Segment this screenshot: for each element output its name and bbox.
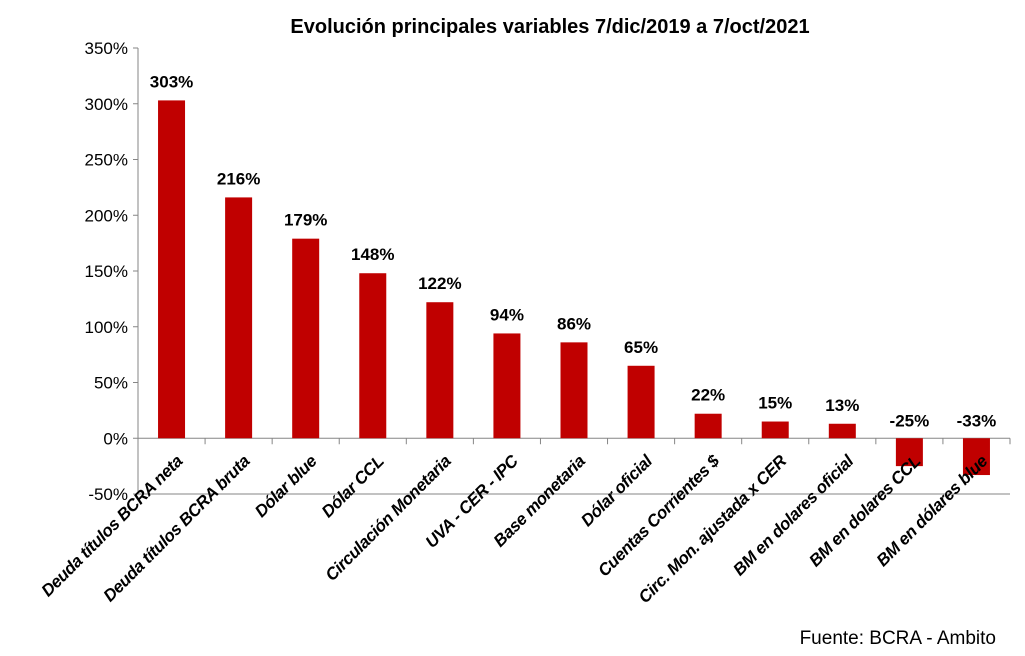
category-label: Dólar blue	[251, 452, 320, 521]
bar	[158, 100, 186, 439]
bar	[962, 438, 990, 476]
data-label: -33%	[957, 411, 997, 430]
data-label: 13%	[825, 396, 859, 415]
y-tick-label: 300%	[85, 95, 128, 114]
y-tick-label: 0%	[103, 429, 128, 448]
category-label: Circulación Monetaria	[322, 452, 455, 585]
data-label: 148%	[351, 245, 394, 264]
bar	[560, 342, 588, 439]
bar	[359, 273, 387, 439]
y-tick-label: 50%	[94, 374, 128, 393]
y-tick-label: 350%	[85, 39, 128, 58]
data-label: -25%	[890, 411, 930, 430]
data-label: 216%	[217, 169, 260, 188]
category-label: BM en dólares blue	[873, 452, 992, 571]
bar	[761, 421, 789, 439]
y-tick-label: 200%	[85, 206, 128, 225]
y-tick-label: 250%	[85, 151, 128, 170]
category-label: Cuentas Corrientes $	[594, 451, 723, 580]
bar	[292, 238, 320, 439]
data-label: 122%	[418, 274, 461, 293]
source-note: Fuente: BCRA - Ambito	[800, 628, 996, 649]
bar	[225, 197, 253, 439]
data-label: 65%	[624, 338, 658, 357]
category-label: BM en dolares CCL	[805, 452, 924, 571]
bar	[895, 438, 923, 467]
y-tick-label: 100%	[85, 318, 128, 337]
bar	[426, 302, 454, 439]
data-label: 94%	[490, 305, 524, 324]
bar	[627, 365, 655, 439]
bar	[493, 333, 521, 439]
y-tick-label: 150%	[85, 262, 128, 281]
bar	[828, 423, 856, 439]
y-tick-label: -50%	[88, 485, 128, 504]
category-label: BM en dolares oficial	[729, 450, 858, 579]
data-label: 303%	[150, 72, 193, 91]
chart-title: Evolución principales variables 7/dic/20…	[290, 16, 809, 38]
category-label: Deuda títulos BCRA neta	[38, 452, 187, 601]
bar	[694, 413, 722, 439]
category-label: Dólar CCL	[318, 452, 388, 522]
data-label: 179%	[284, 211, 327, 230]
data-label: 86%	[557, 314, 591, 333]
data-label: 22%	[691, 386, 725, 405]
axes: -50% 0% 50% 100% 150% 200% 250% 300% 350%	[85, 39, 1011, 504]
bars	[158, 100, 990, 476]
data-label: 15%	[758, 394, 792, 413]
